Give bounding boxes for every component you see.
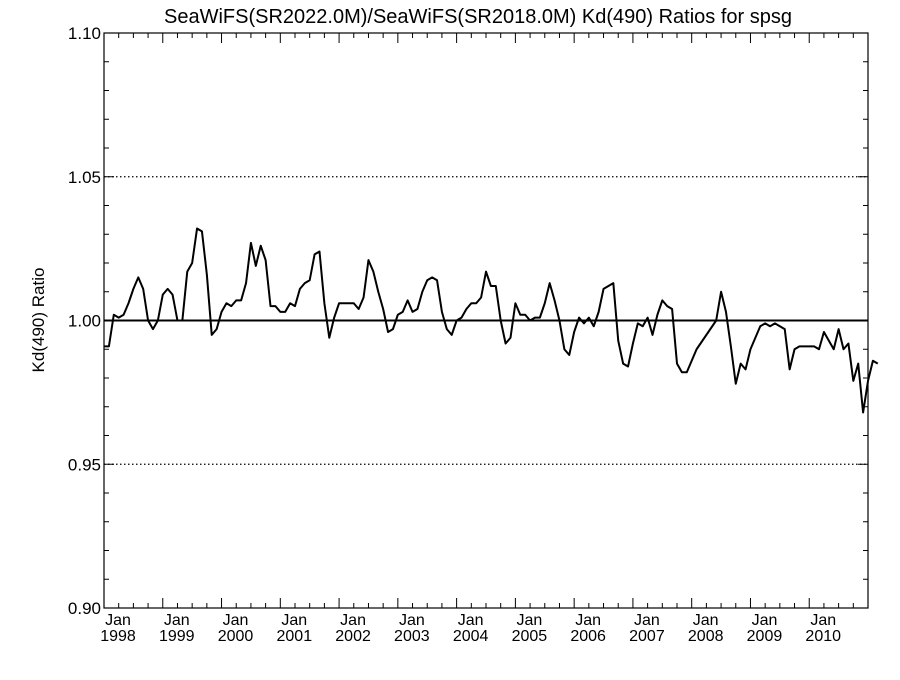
x-tick-label-month: Jan <box>399 612 425 629</box>
y-tick-labels: 0.90 0.95 1.00 1.05 1.10 <box>68 24 101 618</box>
y-tick-label: 0.95 <box>68 455 101 474</box>
x-tick-label-year: 2006 <box>570 628 606 645</box>
x-tick-label-year: 2002 <box>335 628 371 645</box>
x-tick-label-month: Jan <box>340 612 366 629</box>
y-tick-label: 1.05 <box>68 168 101 187</box>
x-tick-label-year: 2003 <box>394 628 430 645</box>
x-tick-label-month: Jan <box>516 612 542 629</box>
x-tick-label-year: 2001 <box>277 628 313 645</box>
x-tick-label-year: 1998 <box>100 628 136 645</box>
x-tick-label-month: Jan <box>281 612 307 629</box>
x-tick-label-month: Jan <box>575 612 601 629</box>
x-tick-label-year: 2010 <box>805 628 841 645</box>
x-tick-label-month: Jan <box>105 612 131 629</box>
x-tick-label-month: Jan <box>164 612 190 629</box>
x-tick-label-year: 2008 <box>688 628 724 645</box>
x-tick-label-month: Jan <box>810 612 836 629</box>
y-axis-label: Kd(490) Ratio <box>29 268 48 373</box>
x-tick-label-year: 2000 <box>218 628 254 645</box>
y-tick-label: 1.10 <box>68 24 101 43</box>
x-tick-labels: Jan1998Jan1999Jan2000Jan2001Jan2002Jan20… <box>100 612 841 645</box>
chart-title: SeaWiFS(SR2022.0M)/SeaWiFS(SR2018.0M) Kd… <box>164 6 792 28</box>
x-tick-label-month: Jan <box>752 612 778 629</box>
x-tick-label-month: Jan <box>458 612 484 629</box>
x-tick-label-year: 2009 <box>747 628 783 645</box>
x-tick-label-year: 2007 <box>629 628 665 645</box>
x-tick-label-month: Jan <box>223 612 249 629</box>
x-tick-label-month: Jan <box>693 612 719 629</box>
x-tick-label-year: 2005 <box>512 628 548 645</box>
y-tick-label: 1.00 <box>68 312 101 331</box>
x-tick-label-year: 2004 <box>453 628 489 645</box>
x-tick-label-year: 1999 <box>159 628 195 645</box>
x-tick-label-month: Jan <box>634 612 660 629</box>
y-tick-label: 0.90 <box>68 599 101 618</box>
